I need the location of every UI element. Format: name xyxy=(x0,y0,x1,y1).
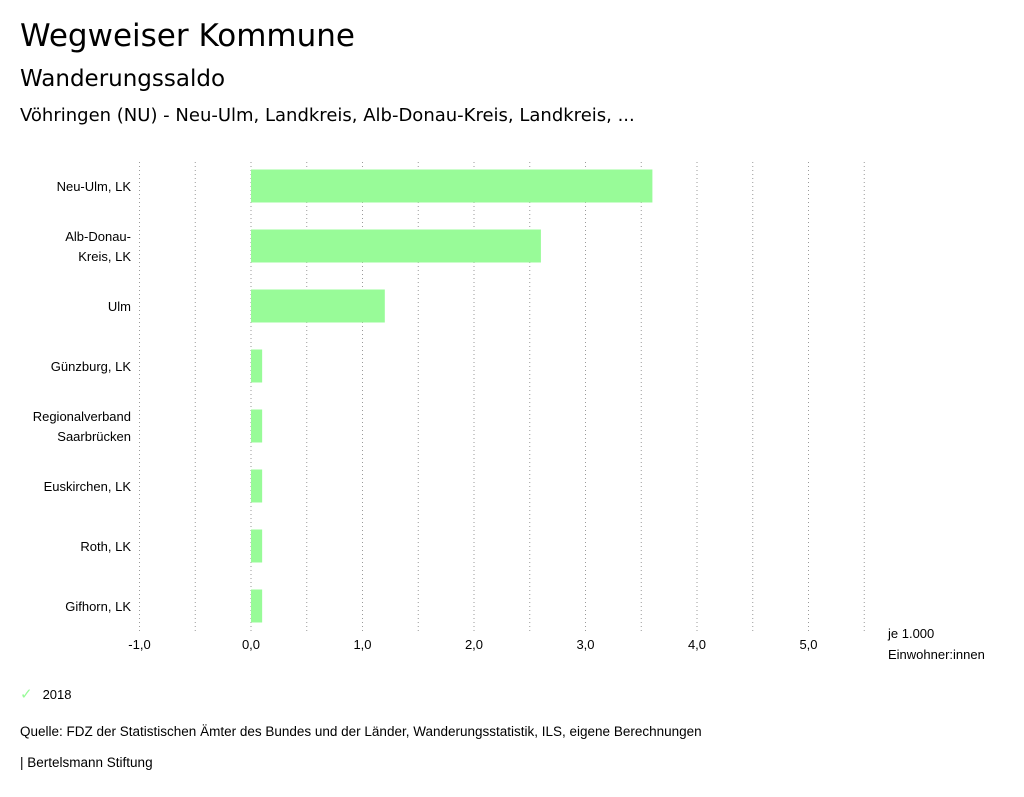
bar[interactable] xyxy=(251,469,263,503)
bar[interactable] xyxy=(251,289,385,323)
category-label: Euskirchen, LK xyxy=(44,479,132,494)
bar[interactable] xyxy=(251,529,263,563)
category-label: Regionalverband xyxy=(33,409,131,424)
x-tick-label: 2,0 xyxy=(465,637,483,652)
category-label: Saarbrücken xyxy=(57,429,131,444)
category-label: Roth, LK xyxy=(80,539,131,554)
legend[interactable]: ✓ 2018 xyxy=(20,685,72,703)
category-label: Günzburg, LK xyxy=(51,359,132,374)
category-label: Kreis, LK xyxy=(78,249,131,264)
category-label: Alb-Donau- xyxy=(65,229,131,244)
bar[interactable] xyxy=(251,409,263,443)
category-label: Ulm xyxy=(108,299,131,314)
category-label: Gifhorn, LK xyxy=(65,599,131,614)
bar[interactable] xyxy=(251,229,541,263)
publisher-note: | Bertelsmann Stiftung xyxy=(20,755,153,770)
bar[interactable] xyxy=(251,169,653,203)
legend-label-2018: 2018 xyxy=(42,686,72,702)
chart-subtitle: Wanderungssaldo xyxy=(20,66,226,92)
unit-label: je 1.000 xyxy=(887,626,934,641)
x-tick-label: 3,0 xyxy=(576,637,594,652)
region-label: Vöhringen (NU) - Neu-Ulm, Landkreis, Alb… xyxy=(20,105,635,126)
x-tick-label: 4,0 xyxy=(688,637,706,652)
x-tick-label: 0,0 xyxy=(242,637,260,652)
bar[interactable] xyxy=(251,349,263,383)
bar[interactable] xyxy=(251,589,263,623)
bar-chart: -1,0 0,0 1,0 2,0 3,0 4,0 5,0 je 1.000 Einwohner:… xyxy=(33,162,985,662)
x-tick-label: 5,0 xyxy=(799,637,817,652)
check-icon: ✓ xyxy=(20,686,33,703)
x-tick-label: 1,0 xyxy=(353,637,371,652)
unit-label: Einwohner:innen xyxy=(888,647,985,662)
x-tick-label: -1,0 xyxy=(128,637,150,652)
source-note: Quelle: FDZ der Statistischen Ämter des … xyxy=(20,724,702,739)
page-title: Wegweiser Kommune xyxy=(20,18,355,54)
category-label: Neu-Ulm, LK xyxy=(57,179,132,194)
